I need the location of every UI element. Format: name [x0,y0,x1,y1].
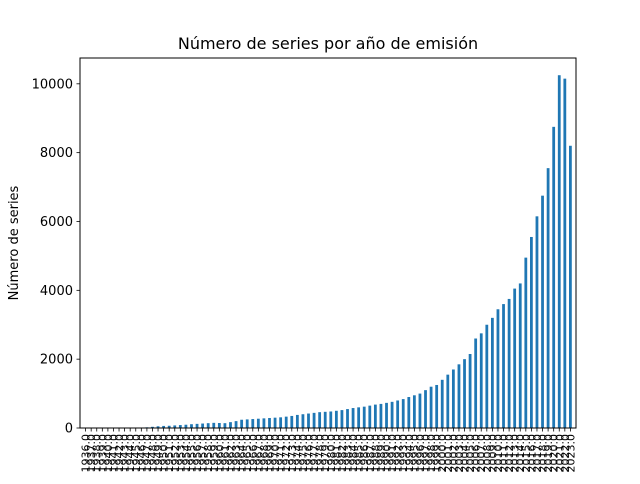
bar [290,416,293,428]
bar [313,413,316,428]
bar [452,369,455,428]
bar [524,258,527,428]
x-axis-ticks: 1936.01937.01938.01939.01940.01941.01942… [80,428,578,473]
bar [285,417,288,428]
bar [235,421,238,428]
bar [458,364,461,428]
bar [541,196,544,428]
bar [446,375,449,428]
bar [547,168,550,428]
bar [196,424,199,428]
y-tick-label: 8000 [40,146,73,161]
bar [229,422,232,428]
bar [491,318,494,428]
bar [536,216,539,428]
bar [380,404,383,428]
y-tick-label: 4000 [40,284,73,299]
bar [441,380,444,428]
bar [424,390,427,428]
bar [224,423,227,428]
bars-group [84,75,572,428]
chart-title: Número de series por año de emisión [178,34,478,53]
bar [385,403,388,428]
bar [530,237,533,428]
bar [402,399,405,428]
y-tick-label: 0 [65,422,73,437]
bar [368,406,371,428]
plot-frame [80,58,576,428]
bar [329,411,332,428]
bar [374,405,377,428]
bar [201,424,204,428]
bar [302,414,305,428]
bar [497,309,500,428]
bar [307,414,310,428]
bar [357,407,360,428]
bar [207,423,210,428]
bar [296,415,299,428]
bar [396,400,399,428]
bar [240,420,243,428]
bar [246,419,249,428]
bar [485,325,488,428]
bar [257,419,260,428]
bar [552,127,555,428]
bar [274,418,277,428]
bar [563,79,566,428]
y-axis-ticks: 0 2000 4000 6000 8000 10000 [32,77,80,436]
bar [268,418,271,428]
bar [569,146,572,428]
bar [508,299,511,428]
bar [190,424,193,428]
bar [251,419,254,428]
bar [352,408,355,428]
bar [341,410,344,428]
bar [558,75,561,428]
bar [391,402,394,428]
bar [279,417,282,428]
bar [363,407,366,428]
bar [324,412,327,428]
y-tick-label: 2000 [40,353,73,368]
bar [480,333,483,428]
bar [502,304,505,428]
y-tick-label: 6000 [40,215,73,230]
bar [263,418,266,428]
bar [430,387,433,428]
bar [419,394,422,428]
bar [335,411,338,428]
bar [318,412,321,428]
bar [469,354,472,428]
bar [474,339,477,428]
y-axis-title: Número de series [7,185,22,300]
bar [435,385,438,428]
bar [413,395,416,428]
bar [218,423,221,428]
bar [519,283,522,428]
bar [463,359,466,428]
bar [346,409,349,428]
bar [407,397,410,428]
bar [513,289,516,428]
bar [212,423,215,428]
x-tick-label: 2023.0 [564,434,577,473]
y-tick-label: 10000 [32,77,73,92]
